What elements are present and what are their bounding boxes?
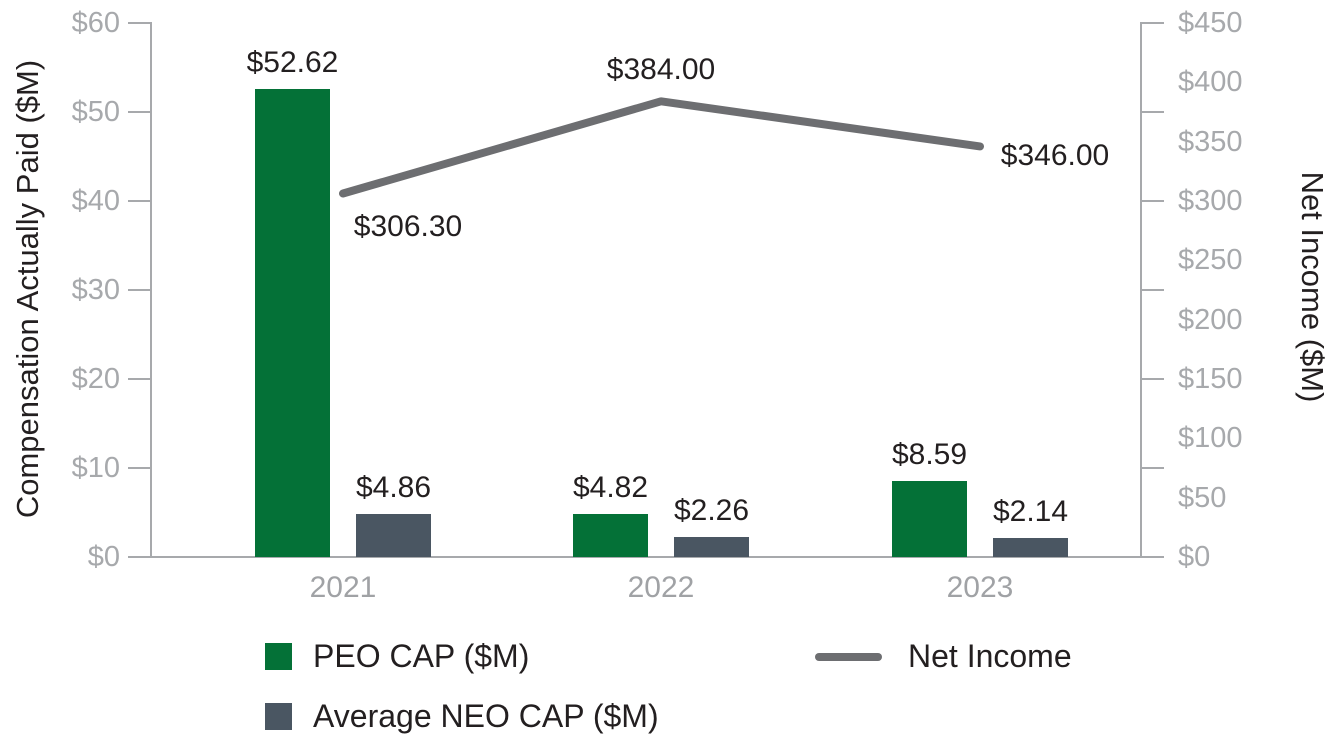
right-axis-tick (1140, 378, 1164, 380)
right-axis-tick-label: $300 (1178, 185, 1243, 217)
net-income-swatch-icon (815, 652, 882, 661)
right-axis-tick-label: $450 (1178, 7, 1243, 39)
net-income-value-label: $384.00 (606, 53, 716, 87)
right-axis-tick-label: $400 (1178, 66, 1243, 99)
net-income-value-label: $346.00 (1000, 139, 1110, 173)
right-axis-tick (1140, 556, 1164, 558)
x-axis-label: 2022 (627, 571, 695, 604)
avg-neo-cap-bar (993, 537, 1068, 557)
avg-neo-cap-bar-value-label: $2.26 (673, 493, 750, 527)
net-income-value-label: $306.30 (353, 209, 463, 243)
peo-cap-bar (892, 480, 967, 557)
peo-cap-bar-value-label: $8.59 (891, 437, 968, 471)
right-axis-tick (1140, 200, 1164, 202)
right-axis-tick-label: $150 (1178, 363, 1243, 395)
avg-neo-cap-bar (674, 536, 749, 557)
x-axis-line (128, 556, 1164, 558)
left-axis-tick-label: $20 (71, 363, 120, 395)
peo-cap-bar (255, 88, 330, 557)
peo-cap-swatch-icon (265, 643, 292, 670)
right-axis-tick (1140, 467, 1164, 469)
right-axis-tick-label: $350 (1178, 125, 1243, 158)
right-axis-tick-label: $50 (1178, 481, 1227, 514)
right-axis-tick-label: $200 (1178, 303, 1243, 336)
avg-neo-cap-bar (356, 513, 431, 557)
peo-cap-bar (573, 514, 648, 557)
left-axis-tick (128, 200, 152, 202)
left-axis-tick (128, 556, 152, 558)
right-axis-tick (1140, 289, 1164, 291)
left-axis-tick-label: $30 (71, 274, 120, 306)
right-axis-tick-label: $0 (1178, 541, 1211, 573)
peo-cap-bar-value-label: $52.62 (246, 45, 339, 79)
avg-neo-cap-swatch-icon (265, 703, 292, 730)
right-axis-tick-label: $100 (1178, 422, 1243, 455)
left-axis-tick (128, 378, 152, 380)
avg-neo-cap-bar-value-label: $4.86 (355, 470, 432, 504)
left-axis-tick (128, 111, 152, 113)
right-axis-tick (1140, 111, 1164, 113)
left-axis-tick (128, 467, 152, 469)
left-axis-tick (128, 22, 152, 24)
legend-item-net-income: Net Income (815, 638, 1072, 675)
x-axis-label: 2023 (946, 571, 1014, 604)
legend-label-net-income: Net Income (908, 638, 1072, 674)
left-axis-tick (128, 289, 152, 291)
legend-item-peo-cap: PEO CAP ($M) (265, 638, 529, 675)
legend-label-peo-cap: PEO CAP ($M) (313, 638, 530, 674)
left-axis-tick-label: $0 (87, 541, 120, 573)
right-axis-tick-label: $250 (1178, 244, 1243, 277)
left-axis-tick-label: $50 (71, 96, 120, 128)
left-axis-tick-label: $10 (71, 452, 120, 484)
right-axis-tick (1140, 22, 1164, 24)
peo-cap-bar-value-label: $4.82 (572, 471, 649, 505)
legend-label-avg-neo-cap: Average NEO CAP ($M) (313, 698, 659, 734)
legend-item-avg-neo-cap: Average NEO CAP ($M) (265, 698, 659, 735)
avg-neo-cap-bar-value-label: $2.14 (992, 494, 1069, 528)
left-axis-tick-label: $40 (71, 185, 120, 217)
left-axis-tick-label: $60 (71, 7, 120, 39)
x-axis-label: 2021 (309, 571, 377, 604)
